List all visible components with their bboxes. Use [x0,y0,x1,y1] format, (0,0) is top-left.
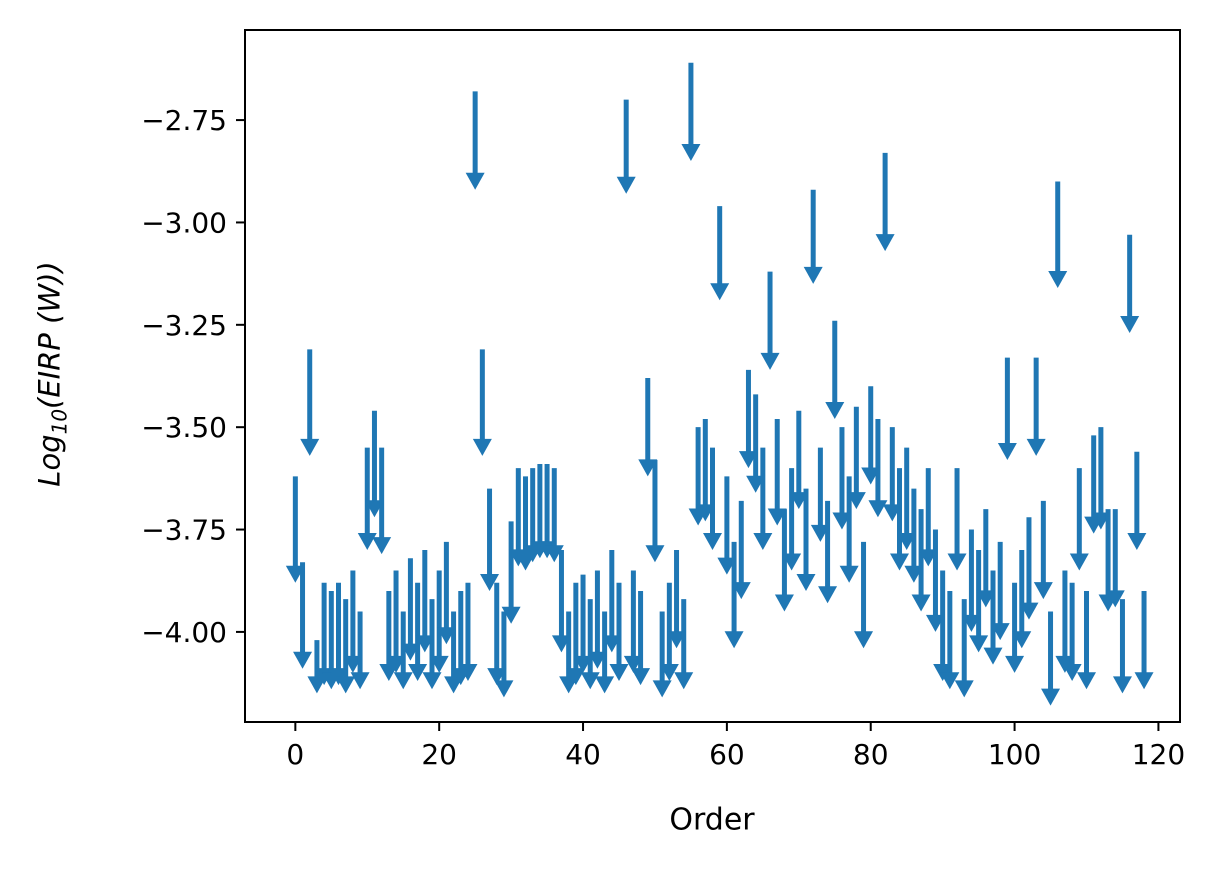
svg-text:40: 40 [565,738,601,771]
svg-text:−3.25: −3.25 [141,309,227,342]
x-axis-label: Order [669,802,755,838]
y-axis-label-prefix: Log [32,434,67,487]
svg-text:−3.00: −3.00 [141,206,227,239]
svg-text:100: 100 [988,738,1041,771]
svg-text:80: 80 [853,738,889,771]
y-axis-label-rest: (EIRP (W)) [32,261,67,409]
svg-text:−3.75: −3.75 [141,514,227,547]
y-axis-label-subscript: 10 [47,408,72,435]
svg-text:20: 20 [421,738,457,771]
svg-text:−4.00: −4.00 [141,616,227,649]
svg-text:120: 120 [1132,738,1185,771]
svg-text:0: 0 [286,738,304,771]
y-axis-label: Log10(EIRP (W)) [33,261,72,486]
svg-text:−3.50: −3.50 [141,411,227,444]
svg-text:−2.75: −2.75 [141,104,227,137]
svg-text:60: 60 [709,738,745,771]
